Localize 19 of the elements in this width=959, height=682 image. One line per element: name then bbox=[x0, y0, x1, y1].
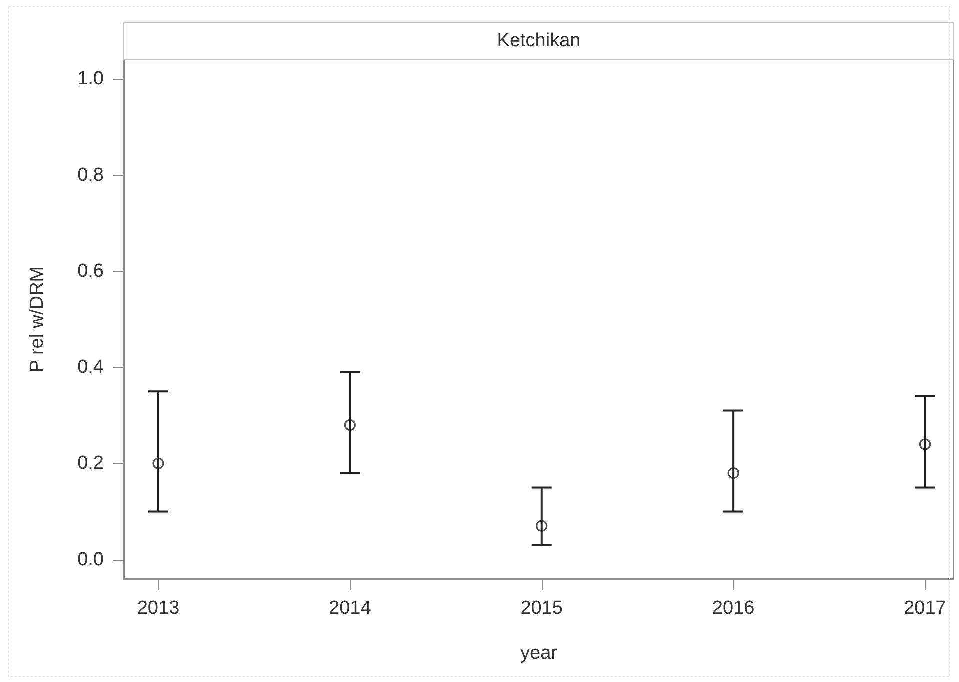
point bbox=[919, 438, 932, 450]
x-tick-label: 2017 bbox=[904, 598, 946, 619]
y-tick-label: 0.0 bbox=[78, 549, 104, 570]
y-tick-label: 0.4 bbox=[78, 357, 104, 378]
x-axis-title: year bbox=[520, 643, 558, 664]
point bbox=[152, 458, 164, 470]
y-axis-title: P rel w/DRM bbox=[27, 266, 48, 373]
y-tick-label: 0.2 bbox=[78, 453, 104, 474]
x-tick-label: 2015 bbox=[520, 598, 564, 619]
y-tick-label: 1.0 bbox=[78, 68, 104, 90]
x-tick-label: 2016 bbox=[712, 598, 755, 619]
x-tick-label: 2014 bbox=[329, 598, 372, 619]
y-tick-label: 0.6 bbox=[78, 260, 104, 282]
x-tick-label: 2013 bbox=[137, 598, 180, 619]
chart-title: Ketchikan bbox=[497, 30, 581, 52]
y-tick-label: 0.8 bbox=[78, 164, 104, 186]
point bbox=[728, 467, 740, 480]
point bbox=[344, 419, 356, 432]
point bbox=[536, 520, 548, 532]
